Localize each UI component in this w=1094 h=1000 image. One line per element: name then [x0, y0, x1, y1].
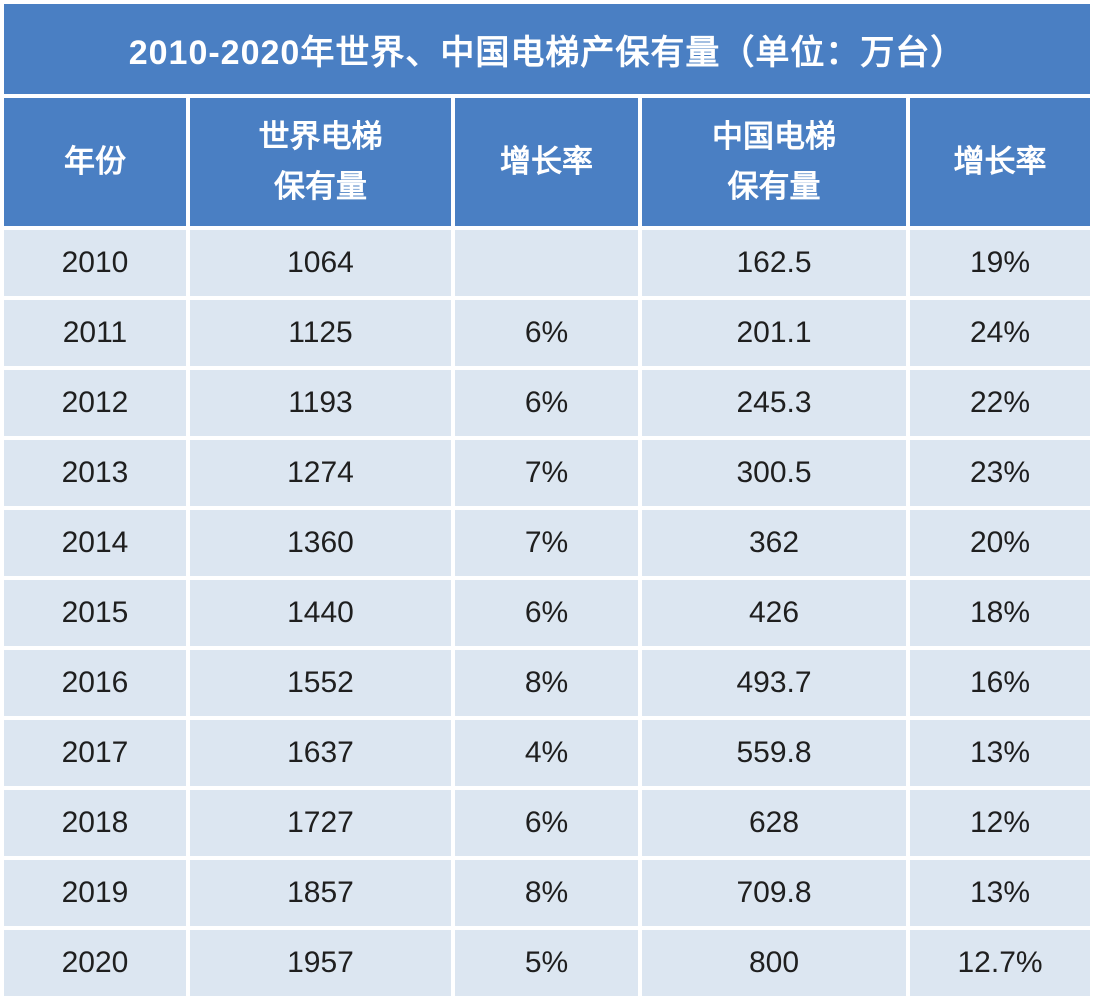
table-cell: 245.3 [642, 370, 906, 436]
table-row: 2018 1727 6% 628 12% [4, 790, 1091, 856]
table-cell: 362 [642, 510, 906, 576]
table-row: 2015 1440 6% 426 18% [4, 580, 1091, 646]
table-row: 2012 1193 6% 245.3 22% [4, 370, 1091, 436]
table-cell: 800 [642, 930, 906, 996]
table-cell: 2016 [4, 650, 186, 716]
table-cell: 23% [910, 440, 1091, 506]
table-cell: 2015 [4, 580, 186, 646]
table-row: 2016 1552 8% 493.7 16% [4, 650, 1091, 716]
table-cell: 2014 [4, 510, 186, 576]
table-cell: 7% [455, 440, 638, 506]
table-cell: 2011 [4, 300, 186, 366]
header-row: 年份 世界电梯 保有量 增长率 中国电梯 保有量 增长率 [4, 98, 1091, 226]
table-cell: 1552 [190, 650, 451, 716]
header-world-ownership: 世界电梯 保有量 [190, 98, 451, 226]
table-title: 2010-2020年世界、中国电梯产保有量（单位：万台） [4, 4, 1091, 94]
table-cell: 20% [910, 510, 1091, 576]
table-cell: 6% [455, 790, 638, 856]
table-cell: 300.5 [642, 440, 906, 506]
table-row: 2011 1125 6% 201.1 24% [4, 300, 1091, 366]
table-cell: 1064 [190, 230, 451, 296]
table-cell: 493.7 [642, 650, 906, 716]
table-cell: 1125 [190, 300, 451, 366]
table-cell: 19% [910, 230, 1091, 296]
table-cell: 12% [910, 790, 1091, 856]
table-cell: 426 [642, 580, 906, 646]
table-cell: 2017 [4, 720, 186, 786]
table-cell: 18% [910, 580, 1091, 646]
table-cell: 12.7% [910, 930, 1091, 996]
table-cell: 559.8 [642, 720, 906, 786]
table-cell: 628 [642, 790, 906, 856]
table-cell: 6% [455, 300, 638, 366]
table-cell: 1637 [190, 720, 451, 786]
table-row: 2017 1637 4% 559.8 13% [4, 720, 1091, 786]
table-cell: 8% [455, 860, 638, 926]
table-row: 2013 1274 7% 300.5 23% [4, 440, 1091, 506]
table-cell: 1727 [190, 790, 451, 856]
table-row: 2010 1064 162.5 19% [4, 230, 1091, 296]
table-cell: 1957 [190, 930, 451, 996]
table-cell: 201.1 [642, 300, 906, 366]
table-row: 2019 1857 8% 709.8 13% [4, 860, 1091, 926]
table-cell: 2020 [4, 930, 186, 996]
header-year: 年份 [4, 98, 186, 226]
table-cell: 2019 [4, 860, 186, 926]
table-body: 2010 1064 162.5 19% 2011 1125 6% 201.1 24% 2012 11… [4, 230, 1091, 996]
table-cell: 2010 [4, 230, 186, 296]
table-cell: 7% [455, 510, 638, 576]
table-cell: 13% [910, 860, 1091, 926]
table-cell: 5% [455, 930, 638, 996]
table-cell: 1440 [190, 580, 451, 646]
table-cell [455, 230, 638, 296]
table-cell: 162.5 [642, 230, 906, 296]
table-cell: 1274 [190, 440, 451, 506]
table-cell: 2018 [4, 790, 186, 856]
title-row: 2010-2020年世界、中国电梯产保有量（单位：万台） [4, 4, 1091, 94]
header-china-growth-rate: 增长率 [910, 98, 1091, 226]
table-cell: 1360 [190, 510, 451, 576]
table-cell: 1193 [190, 370, 451, 436]
header-world-growth-rate: 增长率 [455, 98, 638, 226]
table-cell: 709.8 [642, 860, 906, 926]
table-cell: 4% [455, 720, 638, 786]
table-cell: 22% [910, 370, 1091, 436]
table-cell: 24% [910, 300, 1091, 366]
table-cell: 2013 [4, 440, 186, 506]
table-cell: 16% [910, 650, 1091, 716]
table-cell: 6% [455, 370, 638, 436]
table-row: 2014 1360 7% 362 20% [4, 510, 1091, 576]
table-cell: 1857 [190, 860, 451, 926]
table-cell: 13% [910, 720, 1091, 786]
table-cell: 8% [455, 650, 638, 716]
header-china-ownership: 中国电梯 保有量 [642, 98, 906, 226]
table-cell: 6% [455, 580, 638, 646]
table-row: 2020 1957 5% 800 12.7% [4, 930, 1091, 996]
table-cell: 2012 [4, 370, 186, 436]
